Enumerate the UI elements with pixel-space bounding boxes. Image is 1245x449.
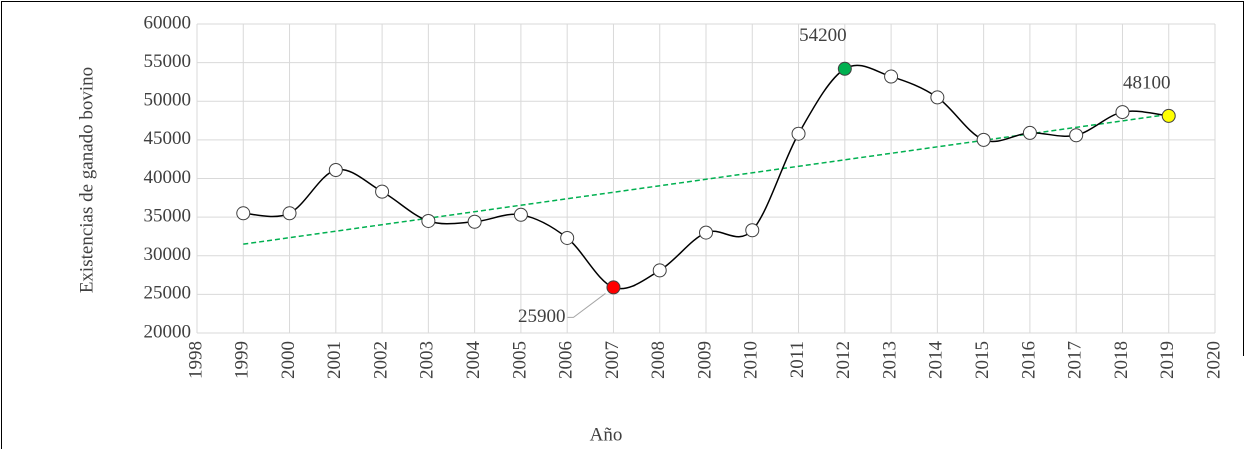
y-tick-label: 20000 [144, 321, 192, 342]
x-tick-label: 2019 [1157, 341, 1178, 379]
x-tick-label: 2011 [787, 341, 808, 378]
x-tick-label: 2005 [509, 341, 530, 379]
data-point [560, 230, 575, 245]
y-tick-label: 40000 [144, 167, 192, 188]
x-tick-label: 2010 [741, 341, 762, 379]
data-point [884, 69, 899, 84]
y-tick-label: 45000 [144, 128, 192, 149]
data-point [1115, 105, 1130, 120]
data-point [1022, 125, 1037, 140]
series-line [243, 64, 1169, 290]
y-tick-label: 25000 [144, 283, 192, 304]
data-point [375, 184, 390, 199]
x-tick-label: 2004 [463, 341, 484, 380]
data-point [282, 206, 297, 221]
data-point [513, 207, 528, 222]
y-axis-title: Existencias de ganado bovino [76, 67, 97, 293]
x-tick-label: 1999 [232, 341, 253, 379]
x-axis-title: Año [590, 424, 623, 445]
x-tick-label: 2016 [1018, 341, 1039, 379]
x-tick-label: 2007 [602, 341, 623, 379]
data-label: 25900 [518, 306, 566, 327]
x-tick-label: 2000 [278, 341, 299, 379]
x-tick-label: 2020 [1203, 341, 1224, 379]
x-tick-label: 2001 [324, 341, 345, 379]
y-tick-label: 60000 [144, 12, 192, 33]
data-point [236, 206, 251, 221]
x-tick-label: 2017 [1065, 341, 1086, 379]
x-tick-label: 2008 [648, 341, 669, 379]
x-tick-label: 2009 [694, 341, 715, 379]
x-tick-label: 2012 [833, 341, 854, 379]
data-point [791, 126, 806, 141]
data-point [1161, 108, 1176, 123]
data-point [699, 225, 713, 240]
label-leader [567, 293, 606, 318]
data-point [837, 61, 852, 76]
x-tick-label: 2006 [556, 341, 577, 379]
data-point [745, 223, 760, 238]
x-tick-label: 1998 [185, 341, 206, 379]
y-tick-label: 35000 [144, 205, 192, 226]
x-tick-label: 2014 [926, 341, 947, 380]
data-label: 48100 [1123, 72, 1171, 93]
x-tick-label: 2003 [417, 341, 438, 379]
x-tick-label: 2018 [1111, 341, 1132, 379]
y-tick-label: 55000 [144, 51, 192, 72]
x-tick-label: 2015 [972, 341, 993, 379]
data-label: 54200 [799, 25, 847, 46]
data-point [606, 280, 621, 295]
data-point [328, 163, 343, 178]
x-tick-label: 2002 [370, 341, 391, 379]
data-point [930, 90, 945, 105]
y-tick-label: 50000 [144, 90, 192, 111]
y-tick-label: 30000 [144, 244, 192, 265]
data-point [467, 214, 482, 229]
data-point [421, 213, 436, 228]
data-point [976, 132, 991, 147]
data-point [1069, 128, 1084, 143]
x-tick-label: 2013 [879, 341, 900, 379]
data-point [652, 263, 667, 278]
